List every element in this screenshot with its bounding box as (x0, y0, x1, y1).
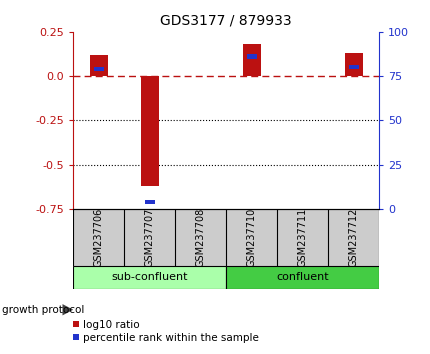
Text: GSM237711: GSM237711 (297, 207, 307, 267)
Bar (89, 55, 108, 76)
Text: percentile rank within the sample: percentile rank within the sample (83, 333, 258, 343)
Bar (141, 76, 158, 186)
Text: GSM237708: GSM237708 (195, 207, 205, 267)
Text: log10 ratio: log10 ratio (83, 320, 139, 330)
Bar (226, 266, 378, 289)
Bar (144, 200, 154, 204)
Text: GSM237712: GSM237712 (348, 207, 358, 267)
Text: GSM237706: GSM237706 (94, 207, 104, 267)
Bar (242, 44, 260, 76)
Polygon shape (62, 304, 73, 315)
Text: GSM237707: GSM237707 (144, 207, 154, 267)
Bar (344, 53, 362, 76)
Bar (73, 266, 226, 289)
Title: GDS3177 / 879933: GDS3177 / 879933 (160, 14, 292, 28)
Text: GSM237710: GSM237710 (246, 207, 256, 267)
Bar (94, 67, 104, 71)
Text: confluent: confluent (276, 272, 329, 282)
Text: sub-confluent: sub-confluent (111, 272, 187, 282)
Text: growth protocol: growth protocol (2, 305, 84, 315)
Bar (246, 55, 256, 59)
Bar (348, 65, 358, 69)
